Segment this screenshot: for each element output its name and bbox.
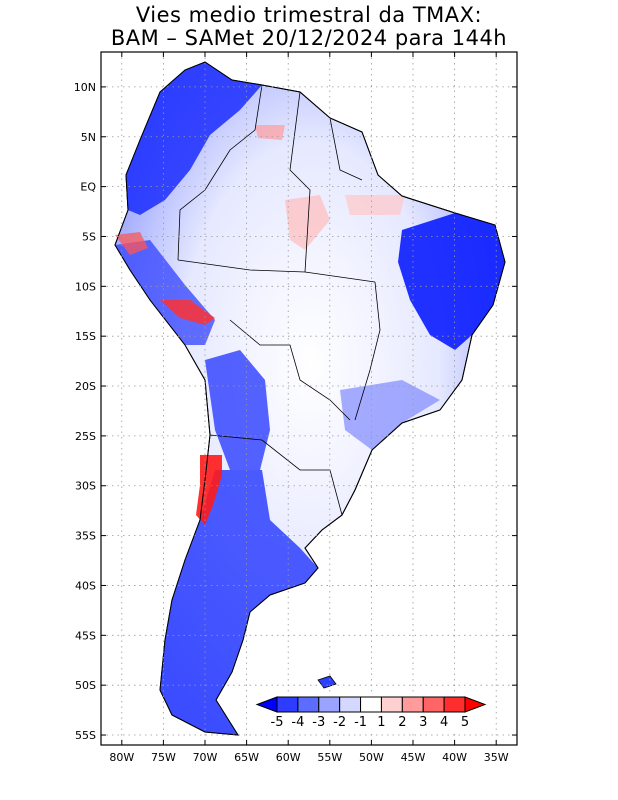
lon-tick-label: 75W (151, 751, 176, 764)
colorbar-label: 3 (419, 715, 427, 730)
bias-patch-northeast-brazil (398, 213, 505, 350)
colorbar-swatch (276, 696, 299, 713)
bias-patch-andes-chile (196, 455, 222, 525)
lat-tick-label: 55S (75, 729, 96, 742)
map-axes: 10N 5N EQ 5S 10S 15S 20S 25S 30S 35S 40S 45S 50S 55S 8… (74, 52, 517, 764)
lon-tick-label: 80W (109, 751, 134, 764)
colorbar-label: 5 (461, 715, 469, 730)
lat-tick-label: 5S (82, 230, 96, 243)
lat-tick-label: 10S (75, 280, 96, 293)
lat-tick-label: 5N (81, 131, 96, 144)
colorbar-swatch (297, 696, 320, 713)
lat-tick-label: EQ (80, 181, 96, 194)
colorbar-swatch (318, 696, 341, 713)
country-borders (177, 84, 381, 516)
lat-tick-label: 20S (75, 380, 96, 393)
colorbar-swatch (443, 696, 466, 713)
bias-patch-bolivia-chaco (205, 350, 270, 470)
lon-tick-label: 65W (234, 751, 259, 764)
lon-tick-label: 70W (193, 751, 218, 764)
lat-tick-label: 40S (75, 579, 96, 592)
colorbar-label: -2 (333, 715, 346, 730)
lat-tick-label: 10N (74, 81, 96, 94)
colorbar-swatch (339, 696, 362, 713)
lat-tick-label: 25S (75, 430, 96, 443)
lon-tick-label: 45W (401, 751, 426, 764)
bias-patch-andes-peru (160, 300, 215, 325)
colorbar-label: -5 (271, 715, 284, 730)
bias-patch-guiana (255, 125, 285, 140)
lat-tick-label: 45S (75, 629, 96, 642)
lat-tick-label: 35S (75, 530, 96, 543)
bias-patch-amazon-delta (345, 195, 405, 215)
bias-patch-ecuador-coast (115, 232, 148, 255)
map-plot-area (114, 61, 506, 736)
map-frame-border (100, 51, 518, 746)
lon-tick-label: 40W (442, 751, 467, 764)
map-title-line1: Vies medio trimestral da TMAX: (135, 3, 483, 27)
colorbar-swatch (401, 696, 424, 713)
colorbar-label: 4 (440, 715, 448, 730)
colorbar-label: 2 (398, 715, 406, 730)
map-title-line2: BAM – SAMet 20/12/2024 para 144h (110, 26, 508, 50)
map-gridlines (101, 52, 517, 745)
colorbar-label: -3 (312, 715, 325, 730)
lon-tick-label: 60W (276, 751, 301, 764)
lat-tick-label: 50S (75, 679, 96, 692)
colorbar-swatch (422, 696, 445, 713)
bias-patch-amazon-east (285, 195, 330, 250)
colorbar-label: -4 (291, 715, 304, 730)
colorbar-label: 1 (377, 715, 385, 730)
lon-tick-label: 55W (317, 751, 342, 764)
lon-tick-label: 35W (484, 751, 509, 764)
colorbar-swatch (360, 696, 382, 713)
bias-patch-argentina (160, 470, 318, 735)
lon-tick-label: 50W (359, 751, 384, 764)
lat-tick-label: 30S (75, 480, 96, 493)
bias-patch-south-brazil (340, 380, 440, 450)
colorbar-swatch (380, 696, 403, 713)
lat-tick-label: 15S (75, 330, 96, 343)
colorbar: -5 -4 -3 -2 -1 1 2 3 4 5 (253, 693, 489, 732)
colorbar-arrow-high (464, 696, 487, 713)
bias-patch-northwest (126, 62, 262, 215)
colorbar-label: -1 (354, 715, 367, 730)
